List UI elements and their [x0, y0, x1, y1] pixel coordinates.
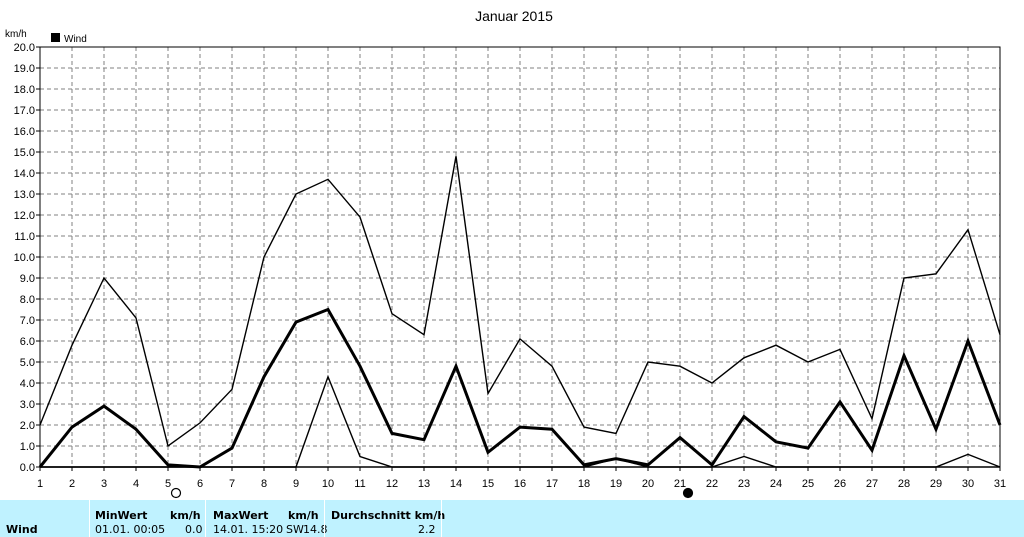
- x-tick-label: 29: [930, 478, 942, 490]
- max-unit: km/h: [288, 509, 319, 522]
- y-tick-label: 13.0: [14, 189, 35, 201]
- y-tick-label: 6.0: [20, 336, 35, 348]
- max-direction: SW: [286, 523, 304, 536]
- y-tick-label: 4.0: [20, 378, 35, 390]
- y-tick-label: 15.0: [14, 147, 35, 159]
- min-value: 0.0: [185, 523, 203, 536]
- min-header: MinWert: [95, 509, 148, 522]
- min-time: 01.01. 00:05: [95, 523, 166, 536]
- y-tick-label: 5.0: [20, 357, 35, 369]
- max-time: 14.01. 15:20: [213, 523, 284, 536]
- series-line-1: [39, 156, 1001, 448]
- x-tick-label: 19: [610, 478, 622, 490]
- x-tick-label: 20: [642, 478, 654, 490]
- y-tick-label: 12.0: [14, 210, 35, 222]
- y-tick-label: 9.0: [20, 273, 35, 285]
- x-tick-label: 6: [197, 478, 203, 490]
- x-tick-label: 3: [101, 478, 107, 490]
- x-tick-label: 30: [962, 478, 974, 490]
- y-tick-label: 14.0: [14, 168, 35, 180]
- y-axis-unit: km/h: [5, 29, 27, 40]
- x-tick-label: 22: [706, 478, 718, 490]
- x-tick-label: 12: [386, 478, 398, 490]
- x-tick-label: 7: [229, 478, 235, 490]
- x-tick-label: 25: [802, 478, 814, 490]
- stats-row-label: Wind: [6, 523, 38, 536]
- x-tick-label: 28: [898, 478, 910, 490]
- y-tick-label: 8.0: [20, 294, 35, 306]
- min-unit: km/h: [170, 509, 201, 522]
- x-tick-label: 23: [738, 478, 750, 490]
- new-moon-icon: [682, 487, 694, 499]
- y-tick-label: 3.0: [20, 399, 35, 411]
- x-tick-label: 17: [546, 478, 558, 490]
- y-tick-label: 2.0: [20, 420, 35, 432]
- x-tick-label: 13: [418, 478, 430, 490]
- y-tick-label: 1.0: [20, 441, 35, 453]
- stats-panel: Wind MinWert km/h 01.01. 00:05 0.0 MaxWe…: [0, 500, 1024, 537]
- x-tick-label: 11: [354, 478, 365, 490]
- max-header: MaxWert: [213, 509, 269, 522]
- y-tick-label: 16.0: [14, 126, 35, 138]
- x-tick-label: 1: [37, 478, 43, 490]
- x-tick-label: 18: [578, 478, 590, 490]
- x-tick-label: 10: [322, 478, 334, 490]
- x-tick-label: 5: [165, 478, 171, 490]
- x-tick-label: 9: [293, 478, 299, 490]
- x-tick-label: 26: [834, 478, 846, 490]
- x-tick-label: 21: [674, 478, 686, 490]
- x-tick-label: 16: [514, 478, 526, 490]
- chart: Januar 2015 km/h Wind 0.0 1.0 2.0 3.0 4.0 5.0…: [5, 8, 1006, 499]
- full-moon-icon: [170, 487, 182, 499]
- y-tick-label: 10.0: [14, 252, 35, 264]
- x-tick-label: 31: [994, 478, 1006, 490]
- series-line-4: [40, 457, 1000, 468]
- x-tick-label: 14: [450, 478, 462, 490]
- y-tick-label: 19.0: [14, 63, 35, 75]
- y-tick-label: 20.0: [14, 42, 35, 54]
- x-tick-label: 27: [866, 478, 878, 490]
- avg-header: Durchschnitt km/h: [331, 509, 446, 522]
- x-tick-label: 24: [770, 478, 782, 490]
- y-tick-label: 18.0: [14, 84, 35, 96]
- avg-value: 2.2: [418, 523, 436, 536]
- y-tick-label: 7.0: [20, 315, 35, 327]
- y-tick-label: 0.0: [20, 462, 35, 474]
- max-value: 14.8: [303, 523, 328, 536]
- y-tick-label: 17.0: [14, 105, 35, 117]
- x-tick-label: 2: [69, 478, 75, 490]
- legend-label: Wind: [64, 34, 87, 45]
- legend-swatch: [51, 33, 60, 42]
- x-tick-label: 4: [133, 478, 139, 490]
- chart-title: Januar 2015: [475, 8, 553, 24]
- y-tick-label: 11.0: [14, 231, 35, 243]
- x-tick-label: 8: [261, 478, 267, 490]
- series-line-2: [38, 307, 1002, 469]
- x-tick-label: 15: [482, 478, 494, 490]
